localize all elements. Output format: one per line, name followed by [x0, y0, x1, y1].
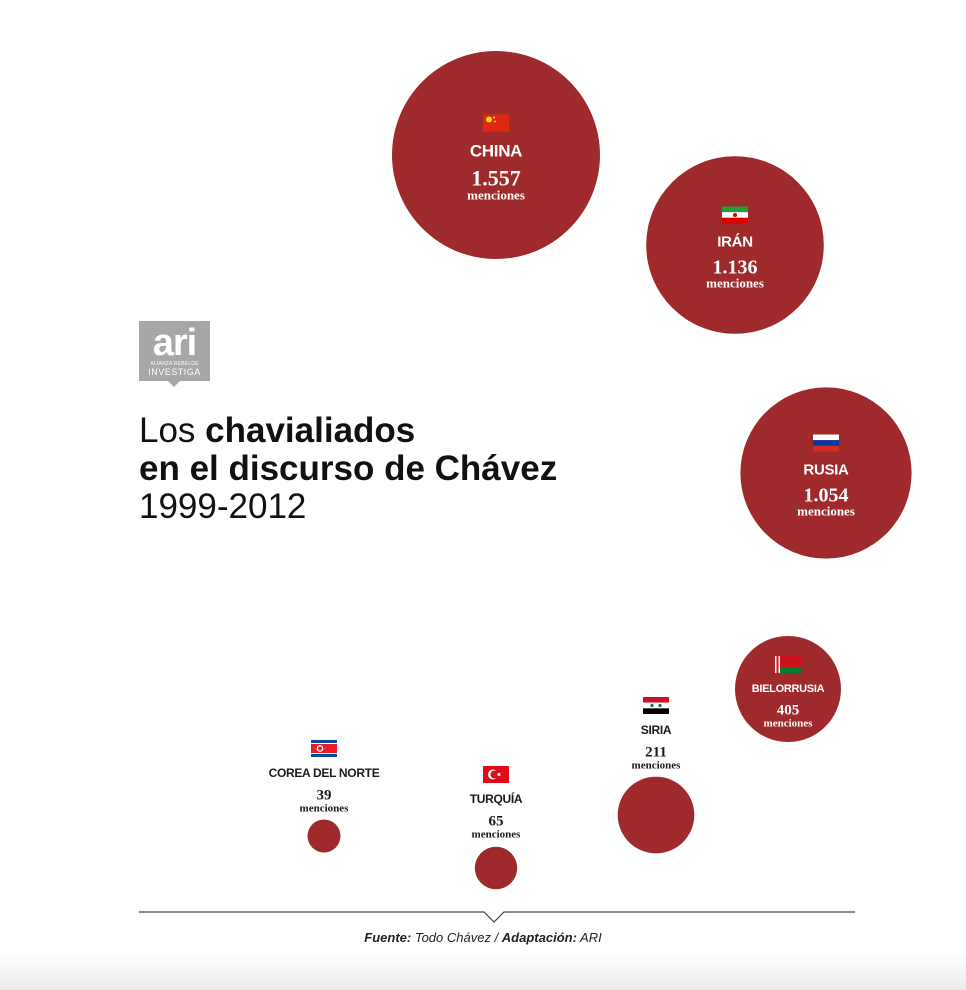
- source-label: Fuente:: [364, 930, 412, 945]
- title-line-1: Los chavialiados: [139, 412, 557, 450]
- unit-label-corea-del-norte: menciones: [300, 802, 350, 814]
- belarus-flag-icon: [775, 656, 801, 673]
- bubble-turquia: [474, 846, 518, 890]
- unit-label-turquia: menciones: [472, 828, 522, 840]
- adaptation-value: ARI: [576, 930, 602, 945]
- baseline-axis: [139, 911, 855, 923]
- title-line-1-normal: Los: [139, 411, 206, 450]
- source-value: Todo Chávez /: [411, 930, 502, 945]
- china-flag-icon: [483, 114, 509, 132]
- bubble-iran: [646, 156, 824, 334]
- logo-word: ari: [152, 322, 197, 364]
- bottom-band: [0, 950, 966, 990]
- unit-label-bielorrusia: menciones: [764, 717, 814, 729]
- chart-title: Los chavialiados en el discurso de Cháve…: [139, 412, 557, 526]
- bubble-corea-del-norte: [307, 819, 341, 853]
- value-label-china: 1.557: [471, 165, 521, 190]
- country-label-siria: SIRIA: [641, 723, 672, 737]
- unit-label-rusia: menciones: [797, 504, 855, 519]
- russia-flag-icon: [813, 434, 839, 452]
- ari-logo: ari ALIANZA REBELDE INVESTIGA: [139, 321, 210, 387]
- bubble-layer: CHINA1.557mencionesIRÁN1.136mencionesRUS…: [269, 51, 912, 890]
- unit-label-siria: menciones: [632, 759, 682, 771]
- value-label-turquia: 65: [489, 813, 504, 829]
- bubble-siria: [617, 776, 695, 854]
- north-korea-flag-icon: [311, 740, 337, 757]
- logo-subtitle-2: INVESTIGA: [148, 367, 201, 377]
- bubble-bielorrusia: [735, 636, 841, 742]
- bubble-rusia: [740, 387, 912, 559]
- country-label-corea-del-norte: COREA DEL NORTE: [269, 766, 380, 780]
- iran-flag-icon: [722, 206, 748, 224]
- value-label-corea-del-norte: 39: [317, 787, 332, 803]
- turkey-flag-icon: [483, 766, 509, 783]
- country-label-china: CHINA: [470, 142, 522, 161]
- unit-label-iran: menciones: [706, 276, 764, 291]
- title-line-3: 1999-2012: [139, 487, 307, 526]
- adaptation-label: Adaptación:: [501, 930, 577, 945]
- value-label-siria: 211: [645, 744, 667, 760]
- country-label-bielorrusia: BIELORRUSIA: [752, 683, 825, 695]
- title-line-2: en el discurso de Chávez: [139, 450, 557, 488]
- country-label-iran: IRÁN: [717, 234, 752, 251]
- country-label-turquia: TURQUÍA: [470, 791, 523, 806]
- title-line-1-bold: chavialiados: [205, 411, 416, 450]
- title-line-2-bold: en el discurso de Chávez: [139, 449, 558, 488]
- syria-flag-icon: [643, 697, 669, 714]
- value-label-bielorrusia: 405: [777, 702, 800, 718]
- logo-subtitle-1: ALIANZA REBELDE: [150, 361, 199, 367]
- source-credit: Fuente: Todo Chávez / Adaptación: ARI: [0, 930, 966, 945]
- bubble-china: [392, 51, 600, 259]
- country-label-rusia: RUSIA: [803, 462, 849, 479]
- value-label-rusia: 1.054: [804, 485, 849, 507]
- unit-label-china: menciones: [467, 187, 525, 202]
- value-label-iran: 1.136: [713, 257, 758, 279]
